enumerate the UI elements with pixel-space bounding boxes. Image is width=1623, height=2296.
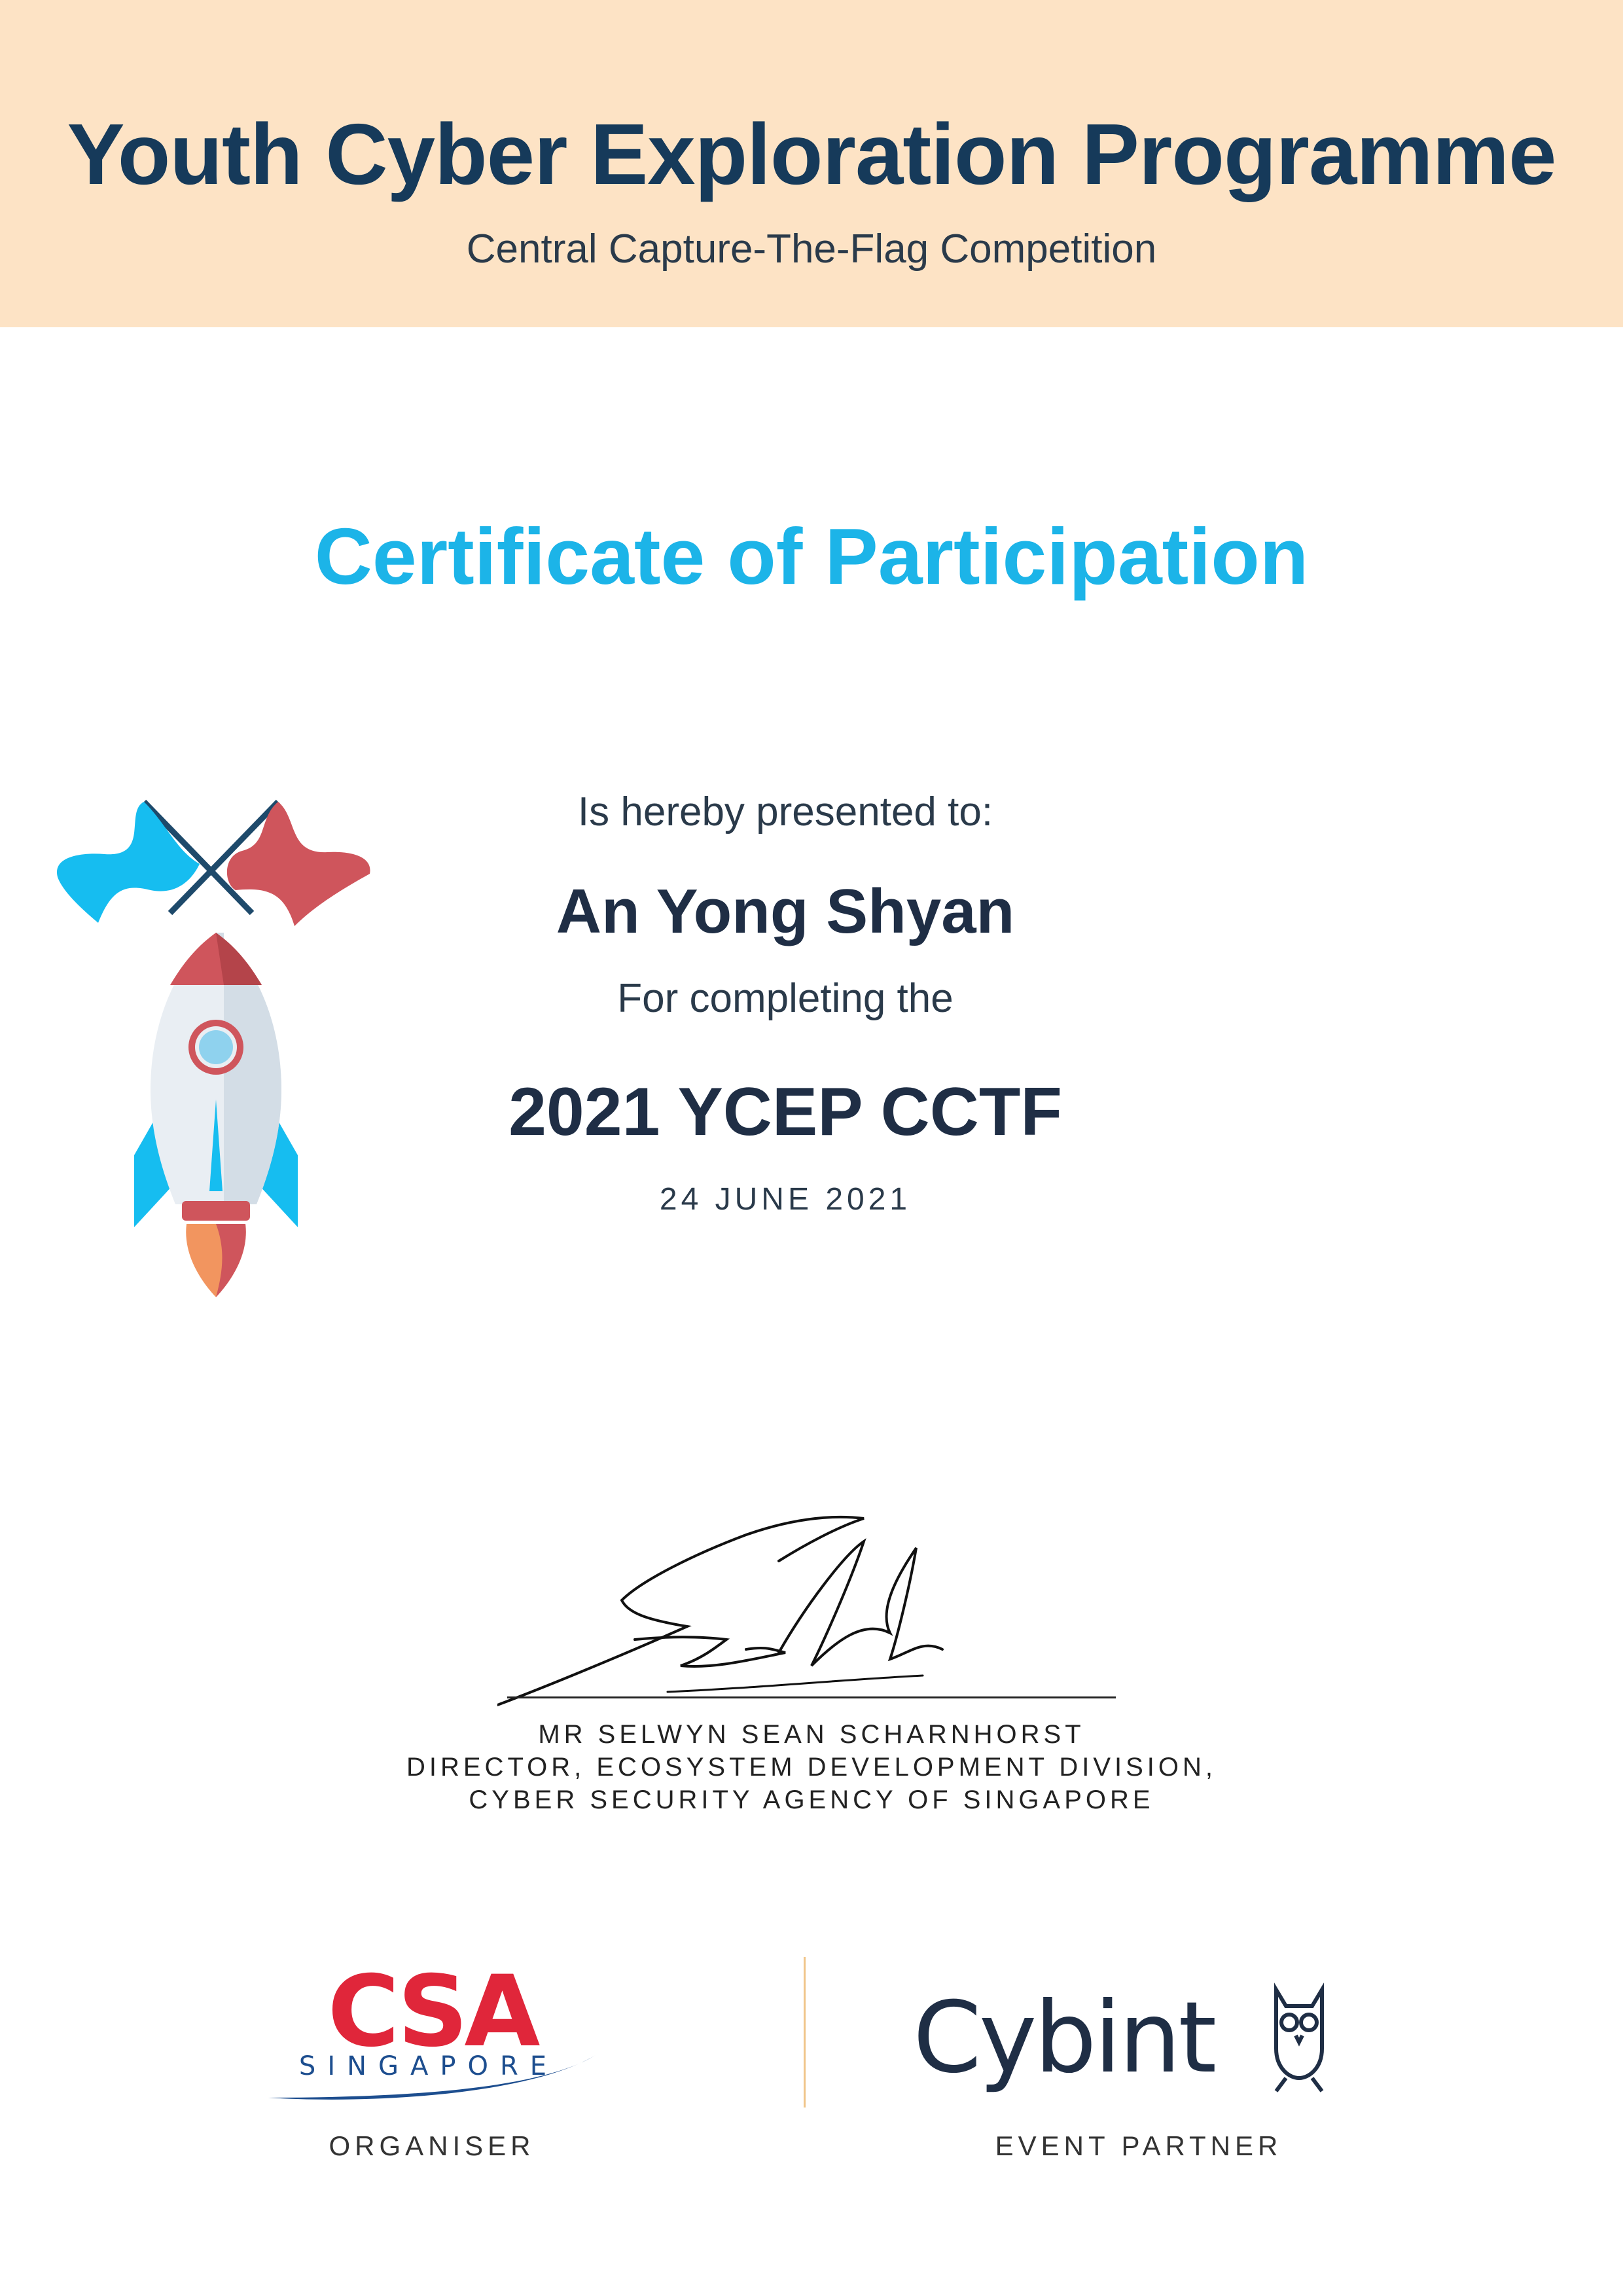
signature-image bbox=[497, 1515, 944, 1706]
logo-divider bbox=[804, 1957, 806, 2108]
programme-subtitle: Central Capture-The-Flag Competition bbox=[466, 226, 1157, 272]
signature-line bbox=[507, 1696, 1116, 1698]
completing-text: For completing the bbox=[617, 976, 954, 1021]
organiser-caption: ORGANISER bbox=[329, 2130, 535, 2161]
owl-icon bbox=[1274, 1982, 1324, 2092]
cybint-logo-text: Cybint bbox=[913, 1981, 1215, 2095]
rocket-with-flags-icon bbox=[56, 799, 370, 1297]
header-banner: Youth Cyber Exploration Programme Centra… bbox=[0, 0, 1623, 327]
csa-singapore-logo: CSA SINGAPORE bbox=[268, 1964, 596, 2100]
event-partner-caption: EVENT PARTNER bbox=[995, 2130, 1283, 2161]
csa-logo-subtext: SINGAPORE bbox=[299, 2051, 558, 2081]
event-date: 24 JUNE 2021 bbox=[659, 1182, 912, 1217]
event-name: 2021 YCEP CCTF bbox=[508, 1074, 1062, 1150]
presented-to-text: Is hereby presented to: bbox=[577, 789, 993, 834]
programme-title: Youth Cyber Exploration Programme bbox=[67, 106, 1557, 202]
signatory-title-line1: DIRECTOR, ECOSYSTEM DEVELOPMENT DIVISION… bbox=[406, 1753, 1217, 1782]
recipient-name: An Yong Shyan bbox=[556, 876, 1015, 946]
signatory-name: MR SELWYN SEAN SCHARNHORST bbox=[538, 1720, 1085, 1749]
cybint-logo: Cybint bbox=[913, 1981, 1324, 2095]
csa-logo-text: CSA bbox=[328, 1964, 541, 2069]
signatory-title-line2: CYBER SECURITY AGENCY OF SINGAPORE bbox=[469, 1785, 1154, 1814]
certificate-title: Certificate of Participation bbox=[314, 512, 1309, 601]
